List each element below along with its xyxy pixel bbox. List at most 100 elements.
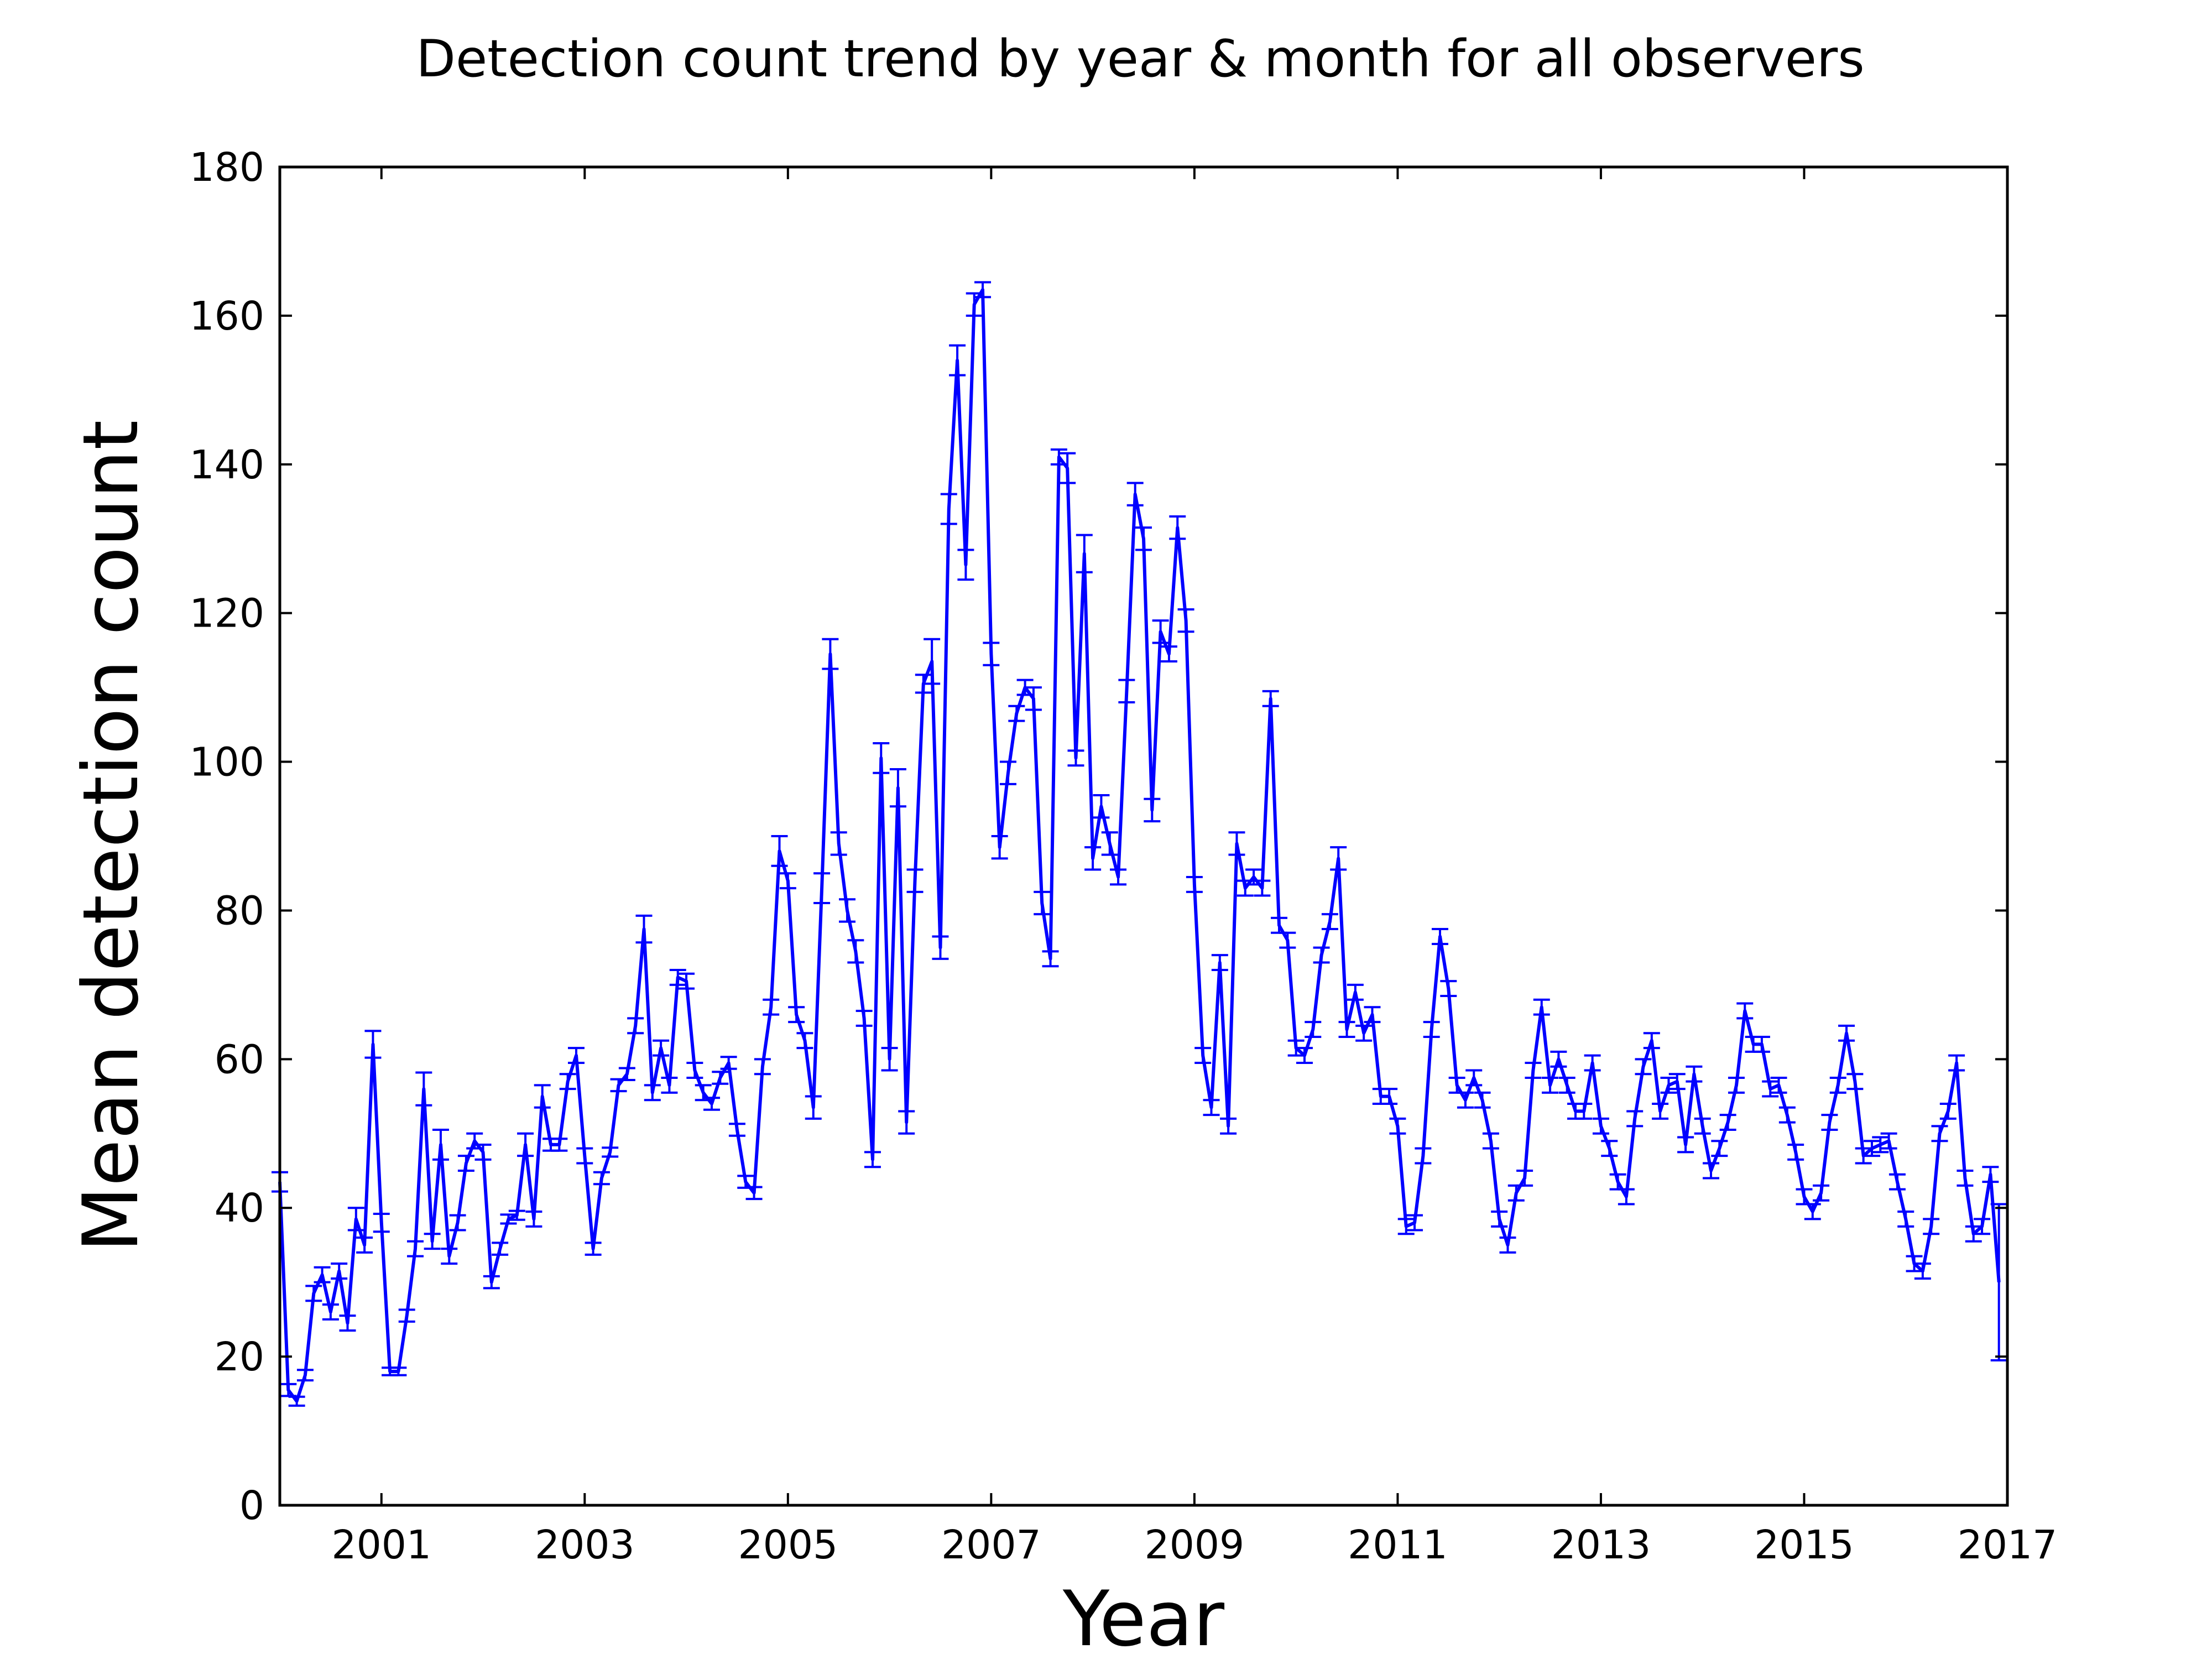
error-bar xyxy=(1584,1054,1601,1072)
error-bar xyxy=(635,914,653,944)
error-bar xyxy=(1474,1091,1491,1109)
error-bar xyxy=(618,1067,635,1081)
error-bar xyxy=(796,1032,813,1050)
error-bar xyxy=(779,872,796,890)
y-tick-label: 0 xyxy=(239,1483,264,1528)
error-bar xyxy=(1067,749,1084,767)
error-bar xyxy=(712,1071,729,1085)
x-tick-label: 2011 xyxy=(1348,1522,1448,1568)
error-bar xyxy=(949,344,966,377)
error-bar xyxy=(1389,1117,1406,1135)
error-bar xyxy=(1516,1170,1533,1187)
error-bar xyxy=(1542,1076,1559,1094)
error-bar xyxy=(331,1262,348,1280)
error-bar xyxy=(1126,482,1144,507)
x-tick-label: 2015 xyxy=(1754,1522,1854,1568)
error-bar xyxy=(1034,890,1051,916)
error-bar xyxy=(1186,875,1203,893)
error-bar xyxy=(1677,1136,1694,1154)
error-bar xyxy=(855,1009,873,1027)
error-bar xyxy=(1652,1103,1669,1120)
error-bar xyxy=(754,1058,771,1076)
error-bar xyxy=(771,835,788,867)
error-bar xyxy=(492,1241,509,1256)
error-bar xyxy=(373,1212,390,1233)
error-bar xyxy=(483,1275,500,1290)
error-bar xyxy=(559,1073,576,1091)
series-layer xyxy=(272,281,2007,1407)
error-bar xyxy=(669,969,686,986)
error-bar xyxy=(1804,1203,1821,1220)
x-tick-label: 2007 xyxy=(941,1522,1041,1568)
error-bar xyxy=(525,1210,542,1228)
error-bar xyxy=(1728,1076,1745,1094)
error-bar xyxy=(966,292,983,317)
error-bar xyxy=(1279,931,1296,949)
error-bar xyxy=(407,1240,424,1258)
error-bar xyxy=(1601,1140,1618,1157)
error-bar xyxy=(1101,831,1118,856)
error-bar xyxy=(1347,983,1364,1001)
error-bar xyxy=(1618,1188,1635,1206)
error-bar xyxy=(1888,1173,1906,1191)
error-bar xyxy=(644,1084,661,1102)
error-bar xyxy=(745,1186,763,1201)
error-bar xyxy=(1990,1203,2007,1361)
error-bar xyxy=(1575,1103,1593,1120)
error-bar xyxy=(1863,1140,1880,1157)
x-tick-label: 2003 xyxy=(535,1522,635,1568)
error-bar xyxy=(1939,1103,1957,1120)
error-bar xyxy=(627,1017,644,1035)
error-bar xyxy=(415,1071,432,1107)
error-bar xyxy=(1237,879,1254,897)
x-axis: 2001 2003 2005 2007 2009 2011 2013 2015 2017 xyxy=(331,167,2057,1568)
error-bar xyxy=(1406,1214,1423,1232)
error-bar xyxy=(991,835,1008,860)
error-bar xyxy=(720,1056,737,1070)
error-bar xyxy=(1287,1039,1305,1057)
error-bar xyxy=(1059,452,1076,484)
error-bar xyxy=(1770,1076,1787,1094)
x-tick-label: 2001 xyxy=(331,1522,431,1568)
error-bar xyxy=(1364,1006,1381,1024)
error-bar xyxy=(1110,868,1127,886)
error-bar xyxy=(1355,1024,1373,1042)
error-bar xyxy=(551,1138,568,1152)
error-bar xyxy=(534,1084,551,1109)
error-bar xyxy=(1719,1114,1736,1131)
error-bar xyxy=(1821,1114,1838,1131)
chart-title: Detection count trend by year & month fo… xyxy=(416,29,1864,88)
error-bar xyxy=(1338,1021,1355,1038)
plot-frame xyxy=(278,165,2009,1507)
x-tick-label: 2013 xyxy=(1551,1522,1651,1568)
error-bar xyxy=(517,1132,534,1157)
error-bar xyxy=(1262,690,1279,707)
error-bar xyxy=(1499,1237,1516,1254)
error-bar xyxy=(974,281,992,299)
y-tick-label: 80 xyxy=(215,888,264,933)
error-bar xyxy=(1829,1076,1846,1094)
error-bar xyxy=(500,1213,517,1225)
y-axis: 0 20 40 60 80 100 120 140 160 180 xyxy=(189,144,2007,1528)
error-bar xyxy=(1008,705,1025,722)
error-bar xyxy=(864,1151,881,1168)
error-bar xyxy=(999,760,1016,785)
error-bar xyxy=(1076,534,1093,573)
error-bar xyxy=(1491,1210,1508,1228)
error-bar xyxy=(347,1207,364,1232)
error-bar xyxy=(1381,1088,1398,1105)
error-bar xyxy=(924,638,941,685)
x-tick-label: 2017 xyxy=(1958,1522,2058,1568)
y-tick-label: 40 xyxy=(215,1185,264,1231)
error-bar xyxy=(695,1084,712,1102)
error-bar xyxy=(813,872,831,904)
error-bar xyxy=(1880,1132,1897,1150)
error-bar xyxy=(983,641,1000,666)
error-bar xyxy=(356,1237,373,1254)
error-bar xyxy=(1321,913,1338,931)
error-bar xyxy=(1457,1091,1474,1109)
error-bar xyxy=(839,898,856,923)
error-bar xyxy=(1813,1184,1830,1202)
error-bar xyxy=(1423,1021,1440,1038)
error-bar xyxy=(1415,1147,1432,1165)
